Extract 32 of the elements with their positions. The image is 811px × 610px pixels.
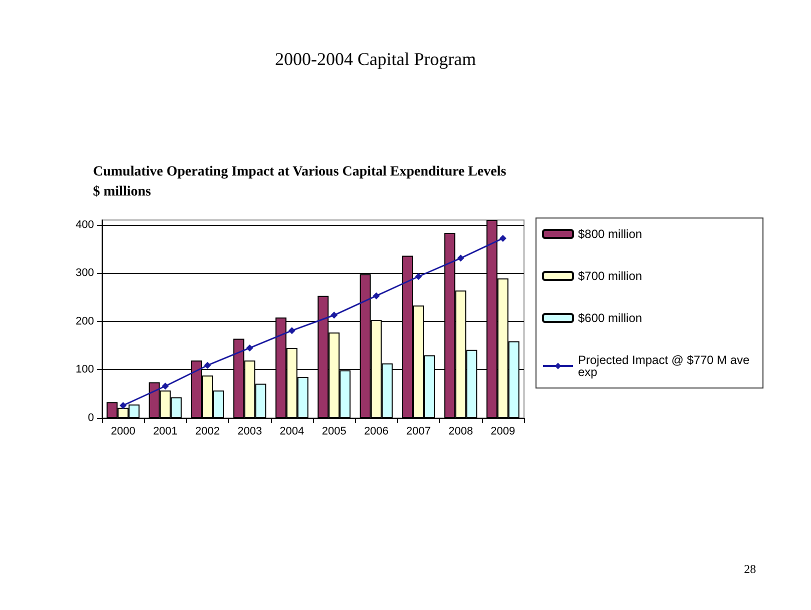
point (288, 327, 296, 334)
x-tick-label: 2009 (490, 426, 516, 438)
y-tick-label: 100 (76, 364, 94, 376)
x-tick-label: 2003 (237, 426, 262, 438)
legend-label: $600 million (578, 311, 642, 325)
x-tick-label: 2006 (364, 426, 389, 438)
x-tick-label: 2007 (406, 426, 431, 438)
chart-subtitle: Cumulative Operating Impact at Various Capital Expenditure Levels $ millions (93, 164, 507, 200)
legend-label: $800 million (578, 227, 642, 241)
y-tick-label: 0 (88, 412, 94, 424)
point (372, 292, 380, 300)
x-tick-label: 2005 (322, 426, 346, 438)
x-tick-label: 2002 (195, 426, 220, 438)
legend-label: $700 million (578, 269, 642, 283)
point (415, 273, 422, 280)
x-tick-label: 2008 (448, 426, 473, 438)
point (162, 382, 169, 390)
legend-label: Projected Impact @ $770 M ave exp (578, 353, 753, 379)
text: 28 (744, 562, 756, 576)
x-tick-label: 2004 (280, 426, 304, 438)
point (246, 344, 254, 352)
chart-title: 2000-2004 Capital Program (275, 49, 476, 69)
y-tick-label: 300 (76, 267, 94, 280)
point (457, 254, 464, 262)
x-tick-label: 2000 (110, 426, 136, 438)
y-tick-label: 400 (76, 218, 94, 231)
point (330, 312, 338, 319)
x-tick-label: 2001 (153, 426, 178, 438)
point (499, 234, 506, 242)
point (120, 402, 127, 409)
point (204, 362, 211, 369)
y-tick-label: 200 (76, 315, 94, 328)
